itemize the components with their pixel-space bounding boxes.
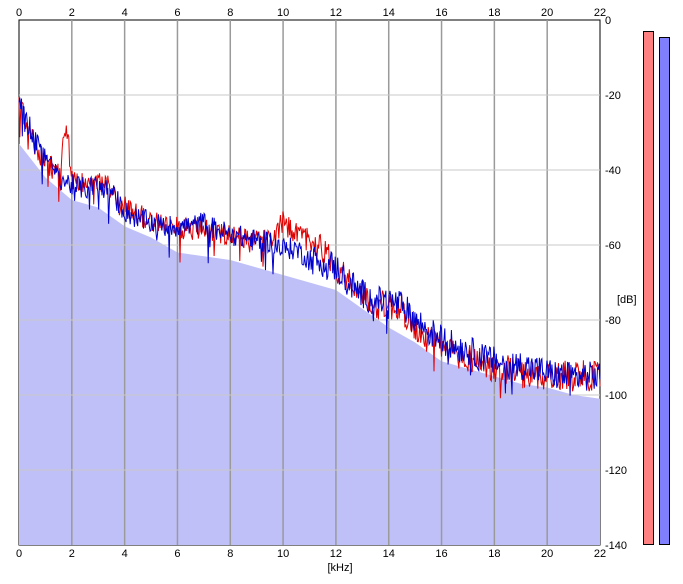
y-axis-label: [dB] <box>617 294 637 306</box>
x-tick-label: 18 <box>488 7 500 19</box>
x-tick-label: 10 <box>277 7 289 19</box>
x-tick-labels-bottom: 0 2 4 6 8 10 12 14 16 18 20 22 <box>16 548 606 560</box>
y-tick-label: 0 <box>605 15 611 27</box>
y-tick-label: -40 <box>605 165 621 177</box>
y-tick-label: -80 <box>605 315 621 327</box>
grid-layer <box>19 20 600 545</box>
x-tick-label: 20 <box>541 548 553 560</box>
x-tick-label: 14 <box>383 7 395 19</box>
x-tick-label: 0 <box>16 548 22 560</box>
x-tick-label: 12 <box>330 7 342 19</box>
x-tick-label: 0 <box>16 7 22 19</box>
x-tick-label: 12 <box>330 548 342 560</box>
x-tick-label: 2 <box>69 7 75 19</box>
x-tick-label: 16 <box>435 548 447 560</box>
x-tick-label: 20 <box>541 7 553 19</box>
y-tick-label: -120 <box>605 465 627 477</box>
x-axis-label: [kHz] <box>327 562 352 574</box>
x-tick-label: 8 <box>227 548 233 560</box>
y-tick-labels: 0 -20 -40 -60 -80 -100 -120 -140 <box>605 15 627 552</box>
level-meter-right <box>659 37 670 545</box>
y-tick-label: -20 <box>605 90 621 102</box>
x-tick-label: 22 <box>594 7 606 19</box>
y-tick-label: -100 <box>605 390 627 402</box>
y-tick-label: -140 <box>605 540 627 552</box>
x-tick-label: 18 <box>488 548 500 560</box>
x-tick-label: 16 <box>435 7 447 19</box>
spectrum-fill-layer <box>19 143 600 546</box>
x-tick-label: 6 <box>174 7 180 19</box>
x-tick-labels-top: 0 2 4 6 8 10 12 14 16 18 20 22 <box>16 7 606 19</box>
x-tick-label: 22 <box>594 548 606 560</box>
series-layer <box>18 97 601 399</box>
y-tick-label: -60 <box>605 240 621 252</box>
x-tick-label: 10 <box>277 548 289 560</box>
x-tick-label: 14 <box>383 548 395 560</box>
x-tick-label: 8 <box>227 7 233 19</box>
x-tick-label: 2 <box>69 548 75 560</box>
spectrum-line <box>18 97 601 396</box>
level-meter-left <box>643 31 654 545</box>
x-tick-label: 4 <box>122 7 128 19</box>
x-tick-label: 4 <box>122 548 128 560</box>
x-tick-label: 6 <box>174 548 180 560</box>
spectrum-fill-area <box>19 143 600 546</box>
